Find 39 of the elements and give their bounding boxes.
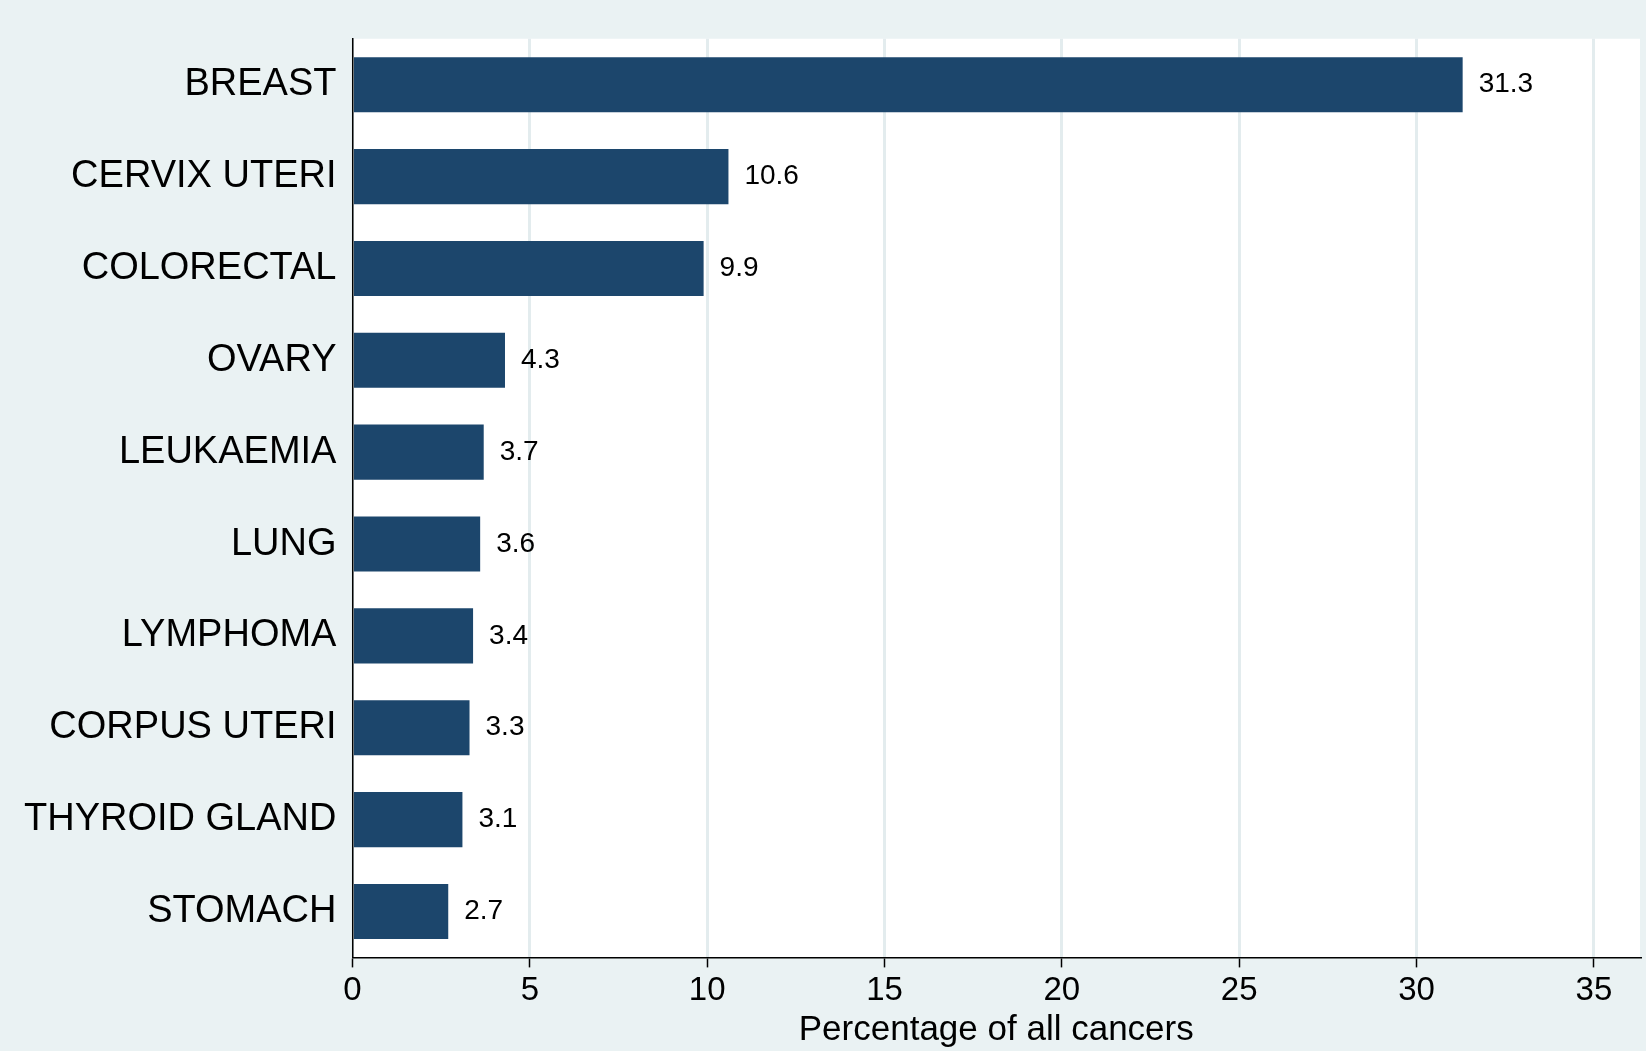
data-label: 3.1 [478,802,518,834]
x-tick-label: 10 [688,970,726,1008]
x-tick-label: 25 [1220,970,1258,1008]
data-label: 3.3 [485,710,525,742]
bar [353,332,505,388]
data-label: 3.7 [499,434,539,466]
bar [353,700,470,756]
y-tick-label: OVARY [206,336,337,379]
y-tick-label: COLORECTAL [81,244,337,287]
bar [353,57,1463,113]
y-tick-label: LYMPHOMA [121,612,338,655]
data-label: 31.3 [1478,67,1534,99]
x-axis-title: Percentage of all cancers [798,1007,1194,1047]
bar [353,792,463,848]
bar [353,608,474,664]
data-label: 2.7 [464,894,504,926]
bar [353,149,729,205]
data-label: 3.6 [496,526,536,558]
x-tick-label: 15 [866,970,903,1008]
x-tick-label: 0 [343,970,362,1008]
data-label: 9.9 [719,251,759,283]
data-label: 10.6 [744,159,799,191]
y-tick-label: CORPUS UTERI [49,704,337,747]
data-label: 4.3 [521,343,560,375]
x-tick-label: 5 [520,970,539,1008]
y-tick-label: STOMACH [147,887,337,930]
y-tick-label: BREAST [184,61,337,104]
y-tick-label: LEUKAEMIA [118,428,338,471]
x-tick-label: 30 [1398,970,1435,1008]
y-tick-label: CERVIX UTERI [71,153,337,196]
y-tick-label: LUNG [230,520,337,563]
x-tick-label: 20 [1043,970,1081,1008]
bar [353,240,704,297]
y-tick-label: THYROID GLAND [24,796,337,839]
x-tick-label: 35 [1575,970,1613,1008]
bar [353,516,481,572]
data-label: 3.4 [489,618,529,650]
bar [353,883,449,940]
bar [353,424,484,480]
